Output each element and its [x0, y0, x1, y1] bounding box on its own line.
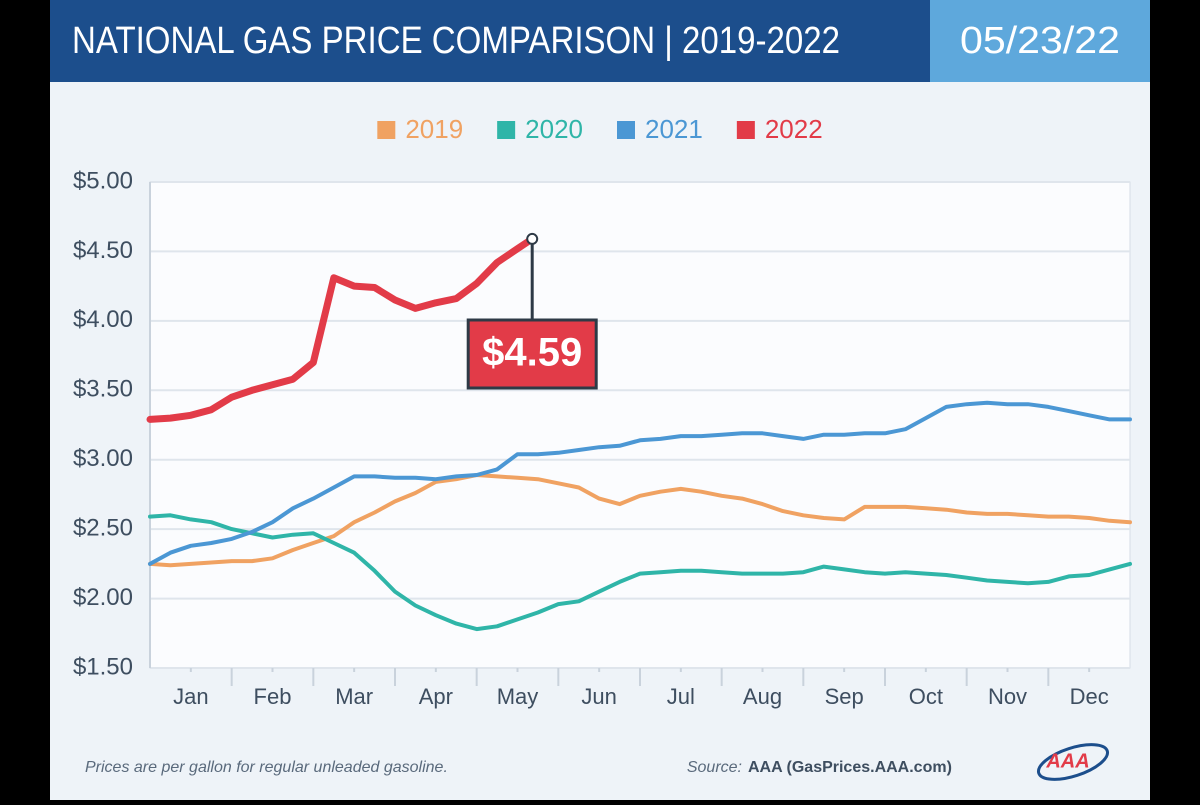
legend-label: 2021: [645, 114, 703, 144]
legend-item: 2021: [617, 114, 703, 144]
legend-label: 2019: [405, 114, 463, 144]
y-tick-label: $5.00: [73, 167, 133, 194]
y-tick-label: $3.00: [73, 445, 133, 472]
x-tick-label: Sep: [825, 684, 864, 709]
note: Prices are per gallon for regular unlead…: [85, 759, 448, 776]
y-tick-label: $2.50: [73, 514, 133, 541]
legend-swatch: [377, 121, 396, 139]
x-tick-label: Apr: [419, 684, 453, 709]
source: AAA (GasPrices.AAA.com): [748, 759, 952, 776]
callout-label: $4.59: [482, 331, 582, 375]
logo-text: AAA: [1045, 750, 1089, 772]
legend-label: 2022: [765, 114, 823, 144]
legend-item: 2022: [736, 114, 823, 144]
legend-swatch: [617, 121, 635, 139]
x-tick-label: Feb: [254, 684, 292, 709]
series-line: [148, 513, 1132, 632]
x-tick-label: Jan: [173, 684, 208, 709]
logo-ring: [1036, 743, 1110, 781]
y-tick-label: $4.00: [73, 306, 133, 333]
chart-title: NATIONAL GAS PRICE COMPARISON | 2019-202…: [72, 20, 840, 62]
y-tick-label: $1.50: [73, 653, 133, 680]
x-tick-label: Dec: [1070, 684, 1109, 709]
date-bar: [930, 0, 1150, 82]
x-tick-label: Jul: [667, 684, 695, 709]
legend: 2019 2020 2021 2022: [377, 114, 823, 144]
x-tick-label: Aug: [743, 684, 782, 709]
chart-date: 05/23/22: [960, 20, 1120, 62]
series-line: [148, 473, 1132, 568]
x-tick-label: Oct: [909, 684, 943, 709]
y-tick-label: $3.50: [73, 376, 133, 403]
legend-swatch: [736, 121, 755, 139]
x-tick-label: Mar: [335, 684, 373, 709]
header-bar: [50, 0, 930, 82]
y-tick-label: $2.00: [73, 584, 133, 611]
x-tick-label: Nov: [988, 684, 1027, 709]
logo: AAA: [1036, 743, 1110, 781]
legend-swatch: [497, 121, 516, 139]
legend-label: 2020: [525, 114, 583, 144]
plot-area: [149, 181, 1131, 669]
legend-item: 2019: [377, 114, 463, 144]
series-line: [148, 400, 1132, 566]
source-label: Source:: [687, 759, 742, 776]
series-line: [146, 235, 536, 423]
callout-box: [466, 318, 598, 390]
x-tick-label: May: [497, 684, 539, 709]
x-tick-label: Jun: [581, 684, 616, 709]
legend-item: 2020: [497, 114, 583, 144]
callout-dot: [526, 232, 539, 245]
y-tick-label: $4.50: [73, 237, 133, 264]
